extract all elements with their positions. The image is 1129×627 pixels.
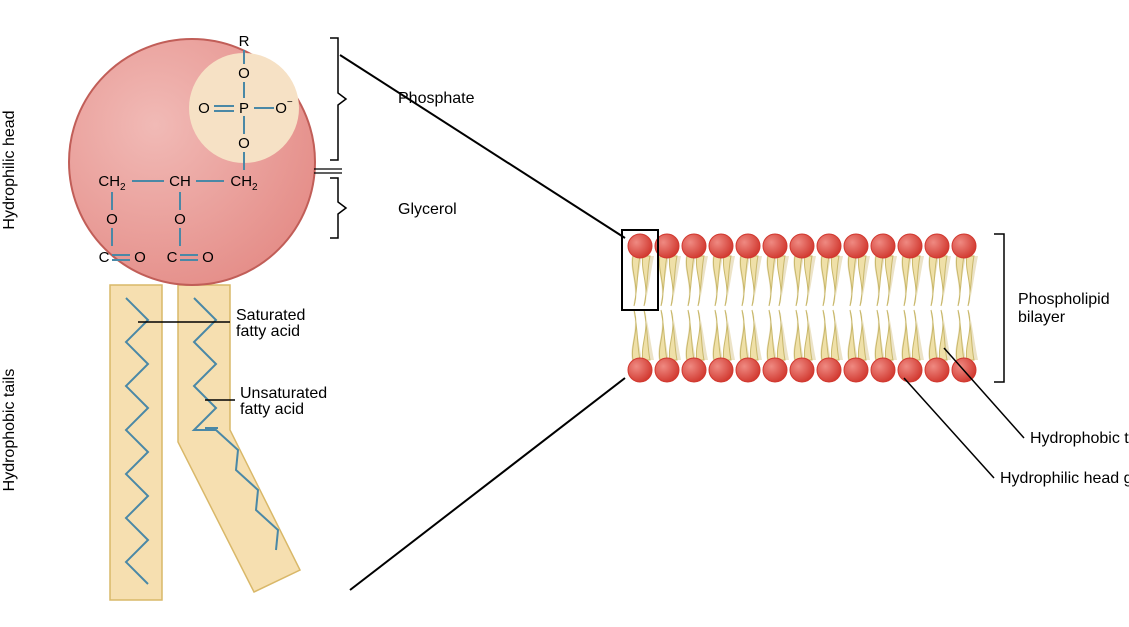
bilayer-head — [844, 234, 868, 258]
bilayer-head — [790, 234, 814, 258]
glycerol-CH: CH — [169, 173, 191, 190]
label-phospholipid-bilayer: Phospholipidbilayer — [1018, 291, 1110, 326]
bilayer-head — [709, 358, 733, 382]
label-hydrophilic-head: Hydrophilic head — [1, 110, 18, 229]
bilayer-head — [952, 234, 976, 258]
bilayer-head — [655, 358, 679, 382]
bilayer-head — [844, 358, 868, 382]
atom-O-bottom: O — [238, 135, 250, 152]
carbonyl-C-0: C — [99, 249, 110, 266]
carbonyl-O-1: O — [202, 249, 214, 266]
leader-hydrophobic-tail — [944, 348, 1024, 438]
bilayer-head — [925, 358, 949, 382]
ester-O-1: O — [174, 211, 186, 228]
atom-R: R — [239, 33, 250, 50]
label-unsaturated-fatty-acid: Unsaturatedfatty acid — [240, 385, 327, 418]
bilayer-head — [682, 234, 706, 258]
label-hydrophobic-tails: Hydrophobic tails — [1, 369, 18, 492]
bilayer-head — [763, 234, 787, 258]
label-saturated-fatty-acid: Saturatedfatty acid — [236, 307, 305, 340]
bilayer-head — [790, 358, 814, 382]
label-glycerol: Glycerol — [398, 201, 457, 218]
bilayer-head — [709, 234, 733, 258]
bilayer-head — [898, 234, 922, 258]
bilayer-head — [817, 234, 841, 258]
zoom-line-top — [340, 55, 625, 238]
atom-P: P — [239, 100, 249, 117]
bilayer-head — [925, 234, 949, 258]
ester-O-0: O — [106, 211, 118, 228]
carbonyl-C-1: C — [167, 249, 178, 266]
bilayer-head — [736, 234, 760, 258]
zoom-line-bottom — [350, 378, 625, 590]
atom-O-doublebond: O — [198, 100, 210, 117]
label-hydrophobic-tail: Hydrophobic tail — [1030, 430, 1129, 447]
bilayer-head — [736, 358, 760, 382]
bilayer-head — [682, 358, 706, 382]
leader-hydrophilic-head — [904, 378, 994, 478]
carbonyl-O-0: O — [134, 249, 146, 266]
label-hydrophilic-head-group: Hydrophilic head group — [1000, 470, 1129, 487]
bilayer-head — [628, 234, 652, 258]
bilayer-head — [871, 234, 895, 258]
atom-O-top: O — [238, 65, 250, 82]
bilayer-head — [871, 358, 895, 382]
bilayer-head — [628, 358, 652, 382]
bilayer-head — [898, 358, 922, 382]
bilayer-head — [817, 358, 841, 382]
bilayer-head — [763, 358, 787, 382]
